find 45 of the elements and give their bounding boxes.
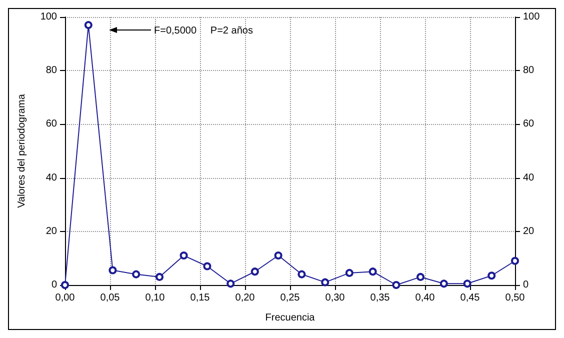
point — [321, 278, 330, 286]
y-tick-label: 20 — [46, 226, 58, 237]
x-axis-title: Frecuencia — [265, 312, 316, 324]
y-axis-title: Valores del periodograma — [16, 94, 28, 208]
point — [440, 280, 448, 288]
annotation: F=0,5000 P=2 años — [154, 26, 253, 36]
x-tick-label: 0,25 — [280, 292, 300, 304]
x-tick-label: 0,30 — [325, 292, 346, 304]
point — [345, 268, 354, 277]
point — [298, 270, 306, 278]
point — [84, 21, 92, 30]
x-tick-label: 0,35 — [370, 292, 390, 304]
point — [132, 270, 140, 278]
x-tick-label: 0,40 — [415, 292, 436, 304]
point — [488, 272, 496, 280]
x-tick-label: 0,45 — [460, 292, 480, 304]
y2-tick-label: 0 — [523, 280, 529, 290]
y2-tick-label: 60 — [523, 118, 535, 130]
point — [392, 281, 400, 289]
point — [368, 268, 377, 276]
y2-tick-label: 40 — [523, 172, 535, 184]
point — [180, 252, 188, 260]
y2-tick-label: 20 — [523, 226, 535, 237]
point — [203, 262, 212, 270]
y-tick-label: 0 — [51, 280, 58, 290]
y-tick-label: 100 — [40, 12, 58, 22]
x-tick-label: 0,00 — [55, 292, 76, 304]
point — [463, 280, 472, 288]
x-tick-label: 0,20 — [235, 292, 256, 304]
y-tick-label: 60 — [46, 118, 58, 130]
y-tick-label: 40 — [46, 172, 58, 184]
point — [416, 272, 424, 281]
y2-tick-label: 100 — [523, 12, 540, 22]
x-tick-label: 0,10 — [145, 292, 166, 304]
point — [250, 268, 259, 276]
point — [511, 256, 519, 265]
y2-tick-label: 80 — [523, 65, 535, 76]
point — [226, 280, 235, 288]
point — [274, 252, 282, 260]
y-tick-label: 80 — [46, 65, 58, 76]
point — [108, 266, 117, 274]
x-tick-label: 0,50 — [505, 292, 526, 304]
point — [156, 272, 164, 281]
x-tick-label: 0,15 — [190, 292, 210, 304]
x-tick-label: 0,05 — [100, 292, 120, 304]
